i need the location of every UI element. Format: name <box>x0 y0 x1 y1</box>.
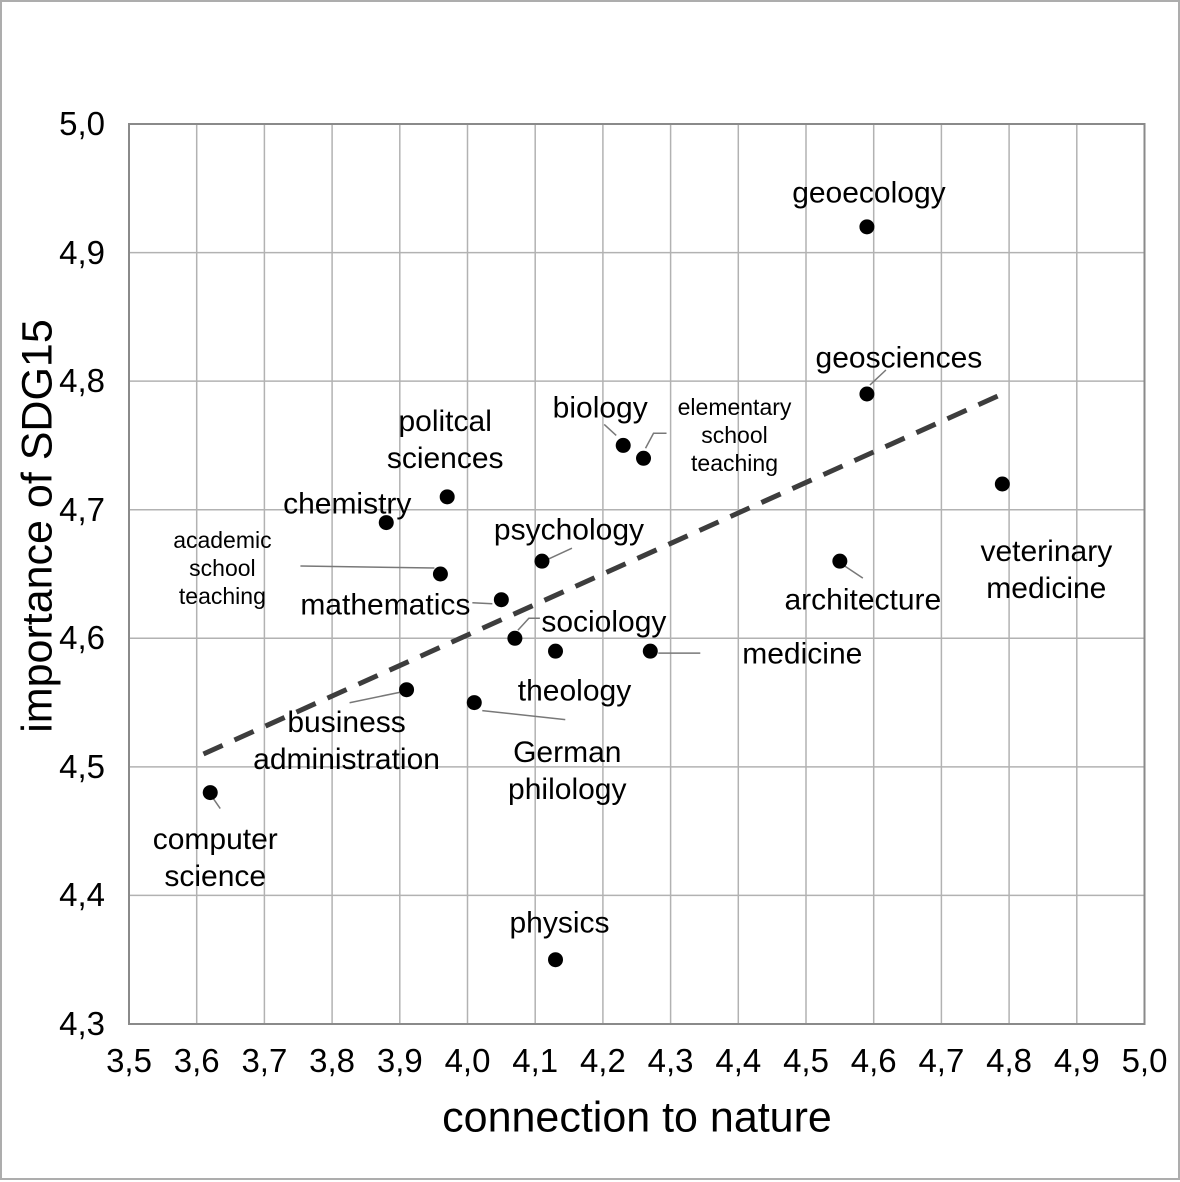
point-label-computer-science: computer science <box>152 822 278 893</box>
data-point-geosciences <box>859 386 875 402</box>
point-label-academic-school-teaching: academic school teaching <box>173 527 272 609</box>
data-point-business-administration <box>399 682 415 698</box>
leader-line-architecture <box>844 565 864 579</box>
y-tick-label: 4,5 <box>59 747 105 785</box>
point-label-architecture: architecture <box>784 583 942 617</box>
y-axis-title: importance of SDG15 <box>13 319 62 733</box>
leader-line-sociology <box>517 617 540 631</box>
y-tick-label: 4,9 <box>59 233 105 271</box>
point-label-sociology: sociology <box>541 605 667 639</box>
point-label-elementary-school-teaching: elementary school teaching <box>677 394 792 477</box>
y-tick-label: 5,0 <box>59 105 105 142</box>
point-label-politcal-sciences: politcal sciences <box>386 404 504 475</box>
data-point-biology <box>615 437 631 453</box>
leader-line-psychology <box>545 547 573 561</box>
point-label-veterinary-medicine: veterinary medicine <box>980 535 1113 605</box>
data-point-veterinary-medicine <box>994 476 1010 492</box>
leader-line-business-administration <box>349 690 403 704</box>
point-label-german-philology: German philology <box>508 735 627 806</box>
x-tick-label: 4,8 <box>986 1042 1033 1079</box>
leader-line-mathematics <box>472 601 493 605</box>
data-point-psychology <box>534 553 550 569</box>
point-label-mathematics: mathematics <box>300 588 471 622</box>
point-label-business-administration: business administration <box>253 705 440 776</box>
x-axis-title: connection to nature <box>442 1093 832 1142</box>
leader-line-elementary-school-teaching <box>644 432 667 449</box>
x-tick-label: 3,6 <box>173 1042 220 1079</box>
x-tick-label: 5,0 <box>1121 1042 1168 1079</box>
x-tick-label: 3,5 <box>106 1042 152 1079</box>
data-point-sociology <box>507 630 523 646</box>
data-point-computer-science <box>202 785 218 801</box>
x-tick-label: 4,1 <box>512 1042 559 1079</box>
x-tick-label: 4,5 <box>783 1042 829 1079</box>
leader-line-german-philology <box>482 709 566 721</box>
data-point-mathematics <box>493 592 509 608</box>
x-tick-label: 4,7 <box>918 1042 965 1079</box>
x-tick-label: 3,7 <box>241 1042 288 1079</box>
leader-line-geosciences <box>869 369 887 386</box>
data-point-chemistry <box>378 515 394 531</box>
point-label-theology: theology <box>517 674 632 708</box>
x-tick-label: 4,9 <box>1053 1042 1100 1079</box>
point-label-biology: biology <box>552 391 648 425</box>
point-label-medicine: medicine <box>742 637 863 671</box>
x-tick-label: 4,3 <box>647 1042 694 1079</box>
y-tick-label: 4,8 <box>59 362 105 400</box>
data-point-elementary-school-teaching <box>636 450 652 466</box>
point-label-geoecology: geoecology <box>792 176 946 210</box>
point-label-geosciences: geosciences <box>815 341 983 375</box>
point-label-physics: physics <box>509 906 610 940</box>
x-tick-label: 4,0 <box>444 1042 491 1079</box>
data-point-german-philology <box>466 695 482 711</box>
data-point-physics <box>548 952 564 968</box>
data-point-politcal-sciences <box>439 489 455 505</box>
point-label-psychology: psychology <box>493 513 645 547</box>
x-tick-label: 3,9 <box>376 1042 423 1079</box>
x-tick-label: 3,8 <box>309 1042 356 1079</box>
data-point-geoecology <box>859 219 875 235</box>
trend-line <box>202 391 1004 757</box>
data-point-medicine <box>642 643 658 659</box>
data-point-theology <box>548 643 564 659</box>
data-point-academic-school-teaching <box>432 566 448 582</box>
x-tick-label: 4,6 <box>850 1042 897 1079</box>
x-tick-label: 4,2 <box>579 1042 626 1079</box>
point-label-chemistry: chemistry <box>283 487 412 521</box>
y-tick-label: 4,6 <box>59 619 105 657</box>
y-tick-label: 4,7 <box>59 490 105 528</box>
y-tick-label: 4,4 <box>59 876 105 914</box>
y-tick-label: 4,3 <box>59 1005 105 1042</box>
leader-line-biology <box>603 423 617 436</box>
leader-line-academic-school-teaching <box>300 565 435 569</box>
x-tick-label: 4,4 <box>715 1042 762 1079</box>
data-point-architecture <box>832 553 848 569</box>
plot-border <box>128 123 1146 1025</box>
